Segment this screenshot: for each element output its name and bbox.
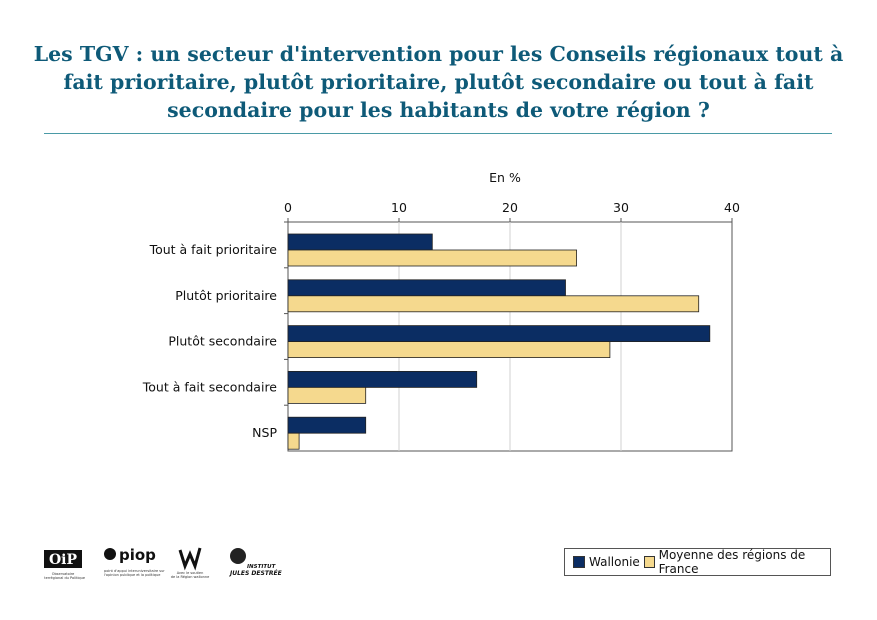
svg-text:OiP: OiP — [49, 552, 78, 568]
bar-france — [287, 386, 367, 404]
svg-text:Interrégional du Politique: Interrégional du Politique — [44, 576, 85, 580]
chart-legend: Wallonie Moyenne des régions de France — [564, 548, 831, 576]
bar-wallonie — [287, 279, 566, 297]
svg-text:de la Région wallonne: de la Région wallonne — [171, 575, 210, 579]
category-label: NSP — [252, 425, 277, 440]
legend-item-france: Moyenne des régions de France — [643, 548, 826, 576]
svg-text:INSTITUT: INSTITUT — [247, 564, 277, 570]
category-label: Plutôt prioritaire — [175, 288, 277, 303]
legend-label-france: Moyenne des régions de France — [658, 548, 806, 576]
bar-france — [287, 295, 700, 313]
axis-unit-label: En % — [489, 170, 521, 185]
bar-france — [287, 249, 578, 267]
legend-swatch-wallonie — [573, 556, 585, 568]
x-tick-label: 10 — [391, 200, 407, 215]
category-label: Plutôt secondaire — [168, 334, 277, 349]
x-tick-label: 0 — [284, 200, 292, 215]
chart-title: Les TGV : un secteur d'intervention pour… — [33, 42, 844, 122]
legend-item-wallonie: Wallonie — [573, 555, 640, 569]
partner-logos: OiP Observatoire Interrégional du Politi… — [41, 544, 294, 584]
category-label: Tout à fait secondaire — [142, 379, 278, 394]
piop-logo: piop point d'appui interuniversitaire su… — [104, 546, 165, 577]
institut-jules-destree-logo: INSTITUT JULES DESTRÉE — [229, 548, 283, 577]
legend-label-wallonie: Wallonie — [589, 555, 640, 569]
bar-wallonie — [287, 233, 433, 251]
bar-wallonie — [287, 416, 367, 434]
bar-wallonie — [287, 370, 478, 388]
x-tick-label: 40 — [724, 200, 740, 215]
svg-text:Avec le soutien: Avec le soutien — [177, 571, 204, 575]
x-tick-label: 30 — [613, 200, 629, 215]
x-tick-label: 20 — [502, 200, 518, 215]
title-divider — [44, 133, 832, 134]
svg-text:l'opinion publique et la polit: l'opinion publique et la politique — [104, 573, 160, 577]
bar-wallonie — [287, 325, 711, 343]
svg-text:Observatoire: Observatoire — [52, 572, 75, 576]
svg-text:piop: piop — [119, 546, 156, 564]
legend-swatch-france — [643, 556, 655, 568]
svg-text:point d'appui interuniversitai: point d'appui interuniversitaire sur — [104, 569, 165, 573]
svg-text:JULES DESTRÉE: JULES DESTRÉE — [229, 569, 283, 577]
oip-logo: OiP Observatoire Interrégional du Politi… — [41, 550, 85, 580]
bar-france — [287, 432, 300, 450]
wallonie-logo: Avec le soutien de la Région wallonne — [171, 547, 210, 579]
bar-france — [287, 341, 611, 359]
category-label: Tout à fait prioritaire — [149, 242, 278, 257]
